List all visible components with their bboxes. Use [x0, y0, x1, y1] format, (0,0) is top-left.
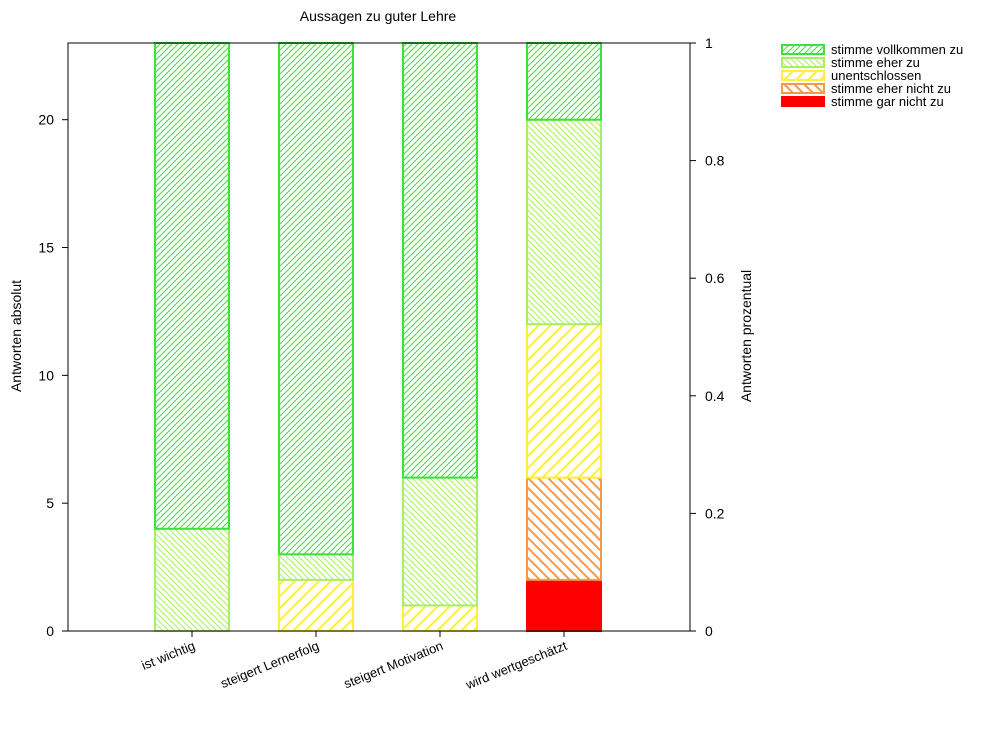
bar-segment	[526, 323, 602, 479]
legend-label: stimme gar nicht zu	[831, 94, 944, 109]
bar-segment	[402, 42, 478, 479]
y-tick-label: 20	[38, 112, 54, 128]
bars-group	[154, 42, 602, 633]
y2-tick-label: 0.4	[705, 388, 725, 404]
legend-label: stimme eher nicht zu	[831, 81, 951, 96]
legend-label: stimme vollkommen zu	[831, 42, 963, 57]
y-tick-label: 5	[46, 495, 54, 511]
bar-segment	[154, 527, 230, 633]
bar-segment	[526, 118, 602, 326]
bar-segment	[278, 578, 354, 633]
plot-frame	[67, 42, 691, 632]
bar-segment	[526, 476, 602, 581]
bar-segment	[278, 42, 354, 556]
legend-swatch	[781, 96, 825, 107]
x-tick-label: ist wichtig	[139, 638, 197, 673]
y-tick-label: 0	[46, 623, 54, 639]
y-axis-label-left: Antworten absolut	[8, 280, 24, 392]
chart-title: Aussagen zu guter Lehre	[300, 8, 457, 24]
x-tick-label: steigert Lernerfolg	[218, 638, 321, 691]
x-tick-label: steigert Motivation	[342, 638, 445, 691]
legend-swatch	[781, 70, 825, 81]
legend-swatch	[781, 83, 825, 94]
y2-tick-label: 0.6	[705, 270, 725, 286]
bar-segment	[526, 578, 602, 633]
y2-tick-label: 1	[705, 35, 713, 51]
y2-tick-label: 0.8	[705, 153, 725, 169]
bar-segment	[278, 553, 354, 581]
bar-segment	[402, 476, 478, 607]
y-axis-label-right: Antworten prozentual	[738, 270, 754, 402]
legend-swatch	[781, 44, 825, 55]
y-tick-label: 10	[38, 367, 54, 383]
y2-tick-label: 0	[705, 623, 713, 639]
bar-segment	[526, 42, 602, 121]
y-tick-label: 15	[38, 240, 54, 256]
bar-segment	[154, 42, 230, 530]
y2-tick-label: 0.2	[705, 505, 725, 521]
legend-label: stimme eher zu	[831, 55, 920, 70]
x-tick-label: wird wertgeschätzt	[463, 638, 570, 693]
legend-swatch	[781, 57, 825, 68]
bar-segment	[402, 604, 478, 632]
legend-label: unentschlossen	[831, 68, 921, 83]
